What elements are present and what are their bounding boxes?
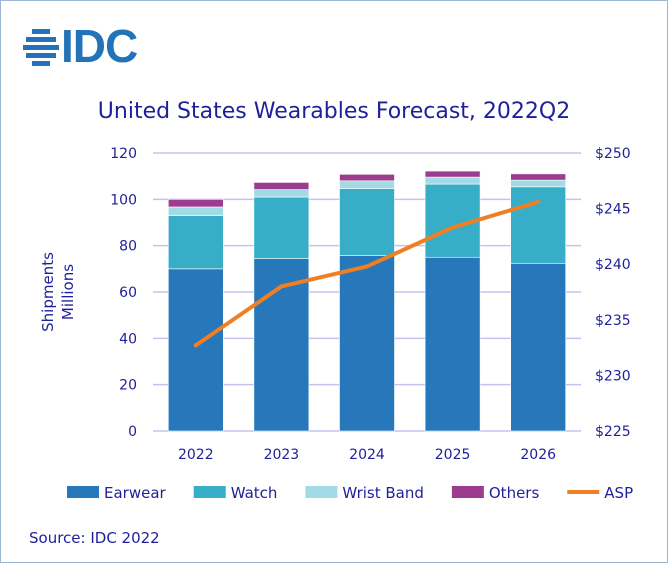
bar-watch	[339, 188, 395, 256]
asp-point	[279, 284, 284, 289]
y-axis-label-line2: Millions	[59, 264, 77, 320]
bar-wrist-band	[168, 206, 224, 216]
bar-others	[424, 170, 481, 178]
bar-earwear	[339, 255, 395, 432]
legend-label: Watch	[231, 484, 278, 502]
idc-logo-globe-icon	[23, 29, 59, 66]
y-tick-label: 20	[119, 378, 137, 394]
asp-point	[193, 343, 198, 348]
legend-label: Wrist Band	[342, 484, 423, 502]
legend-swatch	[451, 486, 484, 498]
idc-logo: IDC	[61, 20, 138, 72]
bar-earwear	[424, 256, 481, 432]
x-tick-label: 2026	[520, 447, 556, 463]
y2-tick-label: $245	[595, 202, 631, 218]
bar-wrist-band	[339, 180, 395, 189]
y2-tick-label: $240	[595, 257, 631, 273]
bar-others	[253, 182, 310, 190]
asp-point	[365, 264, 369, 269]
bar-wrist-band	[424, 176, 481, 185]
y-tick-label: 120	[110, 146, 137, 162]
y-tick-label: 40	[119, 331, 137, 347]
y2-tick-label: $250	[595, 146, 631, 162]
legend-swatch	[193, 486, 226, 498]
bar-watch	[253, 196, 310, 259]
legend-label: Others	[489, 484, 540, 502]
bar-others	[339, 174, 395, 182]
bar-earwear	[510, 262, 567, 432]
asp-point	[450, 225, 455, 230]
y-tick-label: 0	[128, 424, 137, 440]
bar-others	[510, 173, 567, 181]
source-note: Source: IDC 2022	[29, 529, 160, 547]
y2-tick-label: $230	[595, 368, 631, 384]
y-tick-label: 100	[110, 192, 137, 208]
x-tick-label: 2023	[264, 447, 300, 463]
chart-title: United States Wearables Forecast, 2022Q2	[97, 99, 571, 124]
x-tick-label: 2024	[349, 447, 385, 463]
y2-tick-label: $225	[595, 424, 631, 440]
asp-point	[536, 199, 541, 204]
y-tick-label: 80	[119, 239, 137, 255]
bar-watch	[510, 186, 567, 264]
y2-tick-label: $235	[595, 313, 631, 329]
legend-swatch	[67, 486, 99, 498]
bar-others	[168, 199, 224, 208]
legend-label: Earwear	[104, 484, 167, 502]
bar-watch	[168, 215, 224, 270]
legend-label: ASP	[604, 484, 633, 502]
chart-plot: 0 20 40 60 80 100 120 $225 $230 $235 $240 $245 $250 S…	[39, 146, 633, 502]
x-tick-label: 2025	[435, 447, 471, 463]
bar-wrist-band	[510, 179, 567, 188]
legend-swatch	[305, 486, 338, 498]
y-tick-label: 60	[119, 285, 137, 301]
y-axis-label-line1: Shipments	[39, 252, 57, 332]
bar-earwear	[168, 268, 224, 432]
x-tick-label: 2022	[178, 447, 214, 463]
bar-wrist-band	[253, 189, 310, 198]
